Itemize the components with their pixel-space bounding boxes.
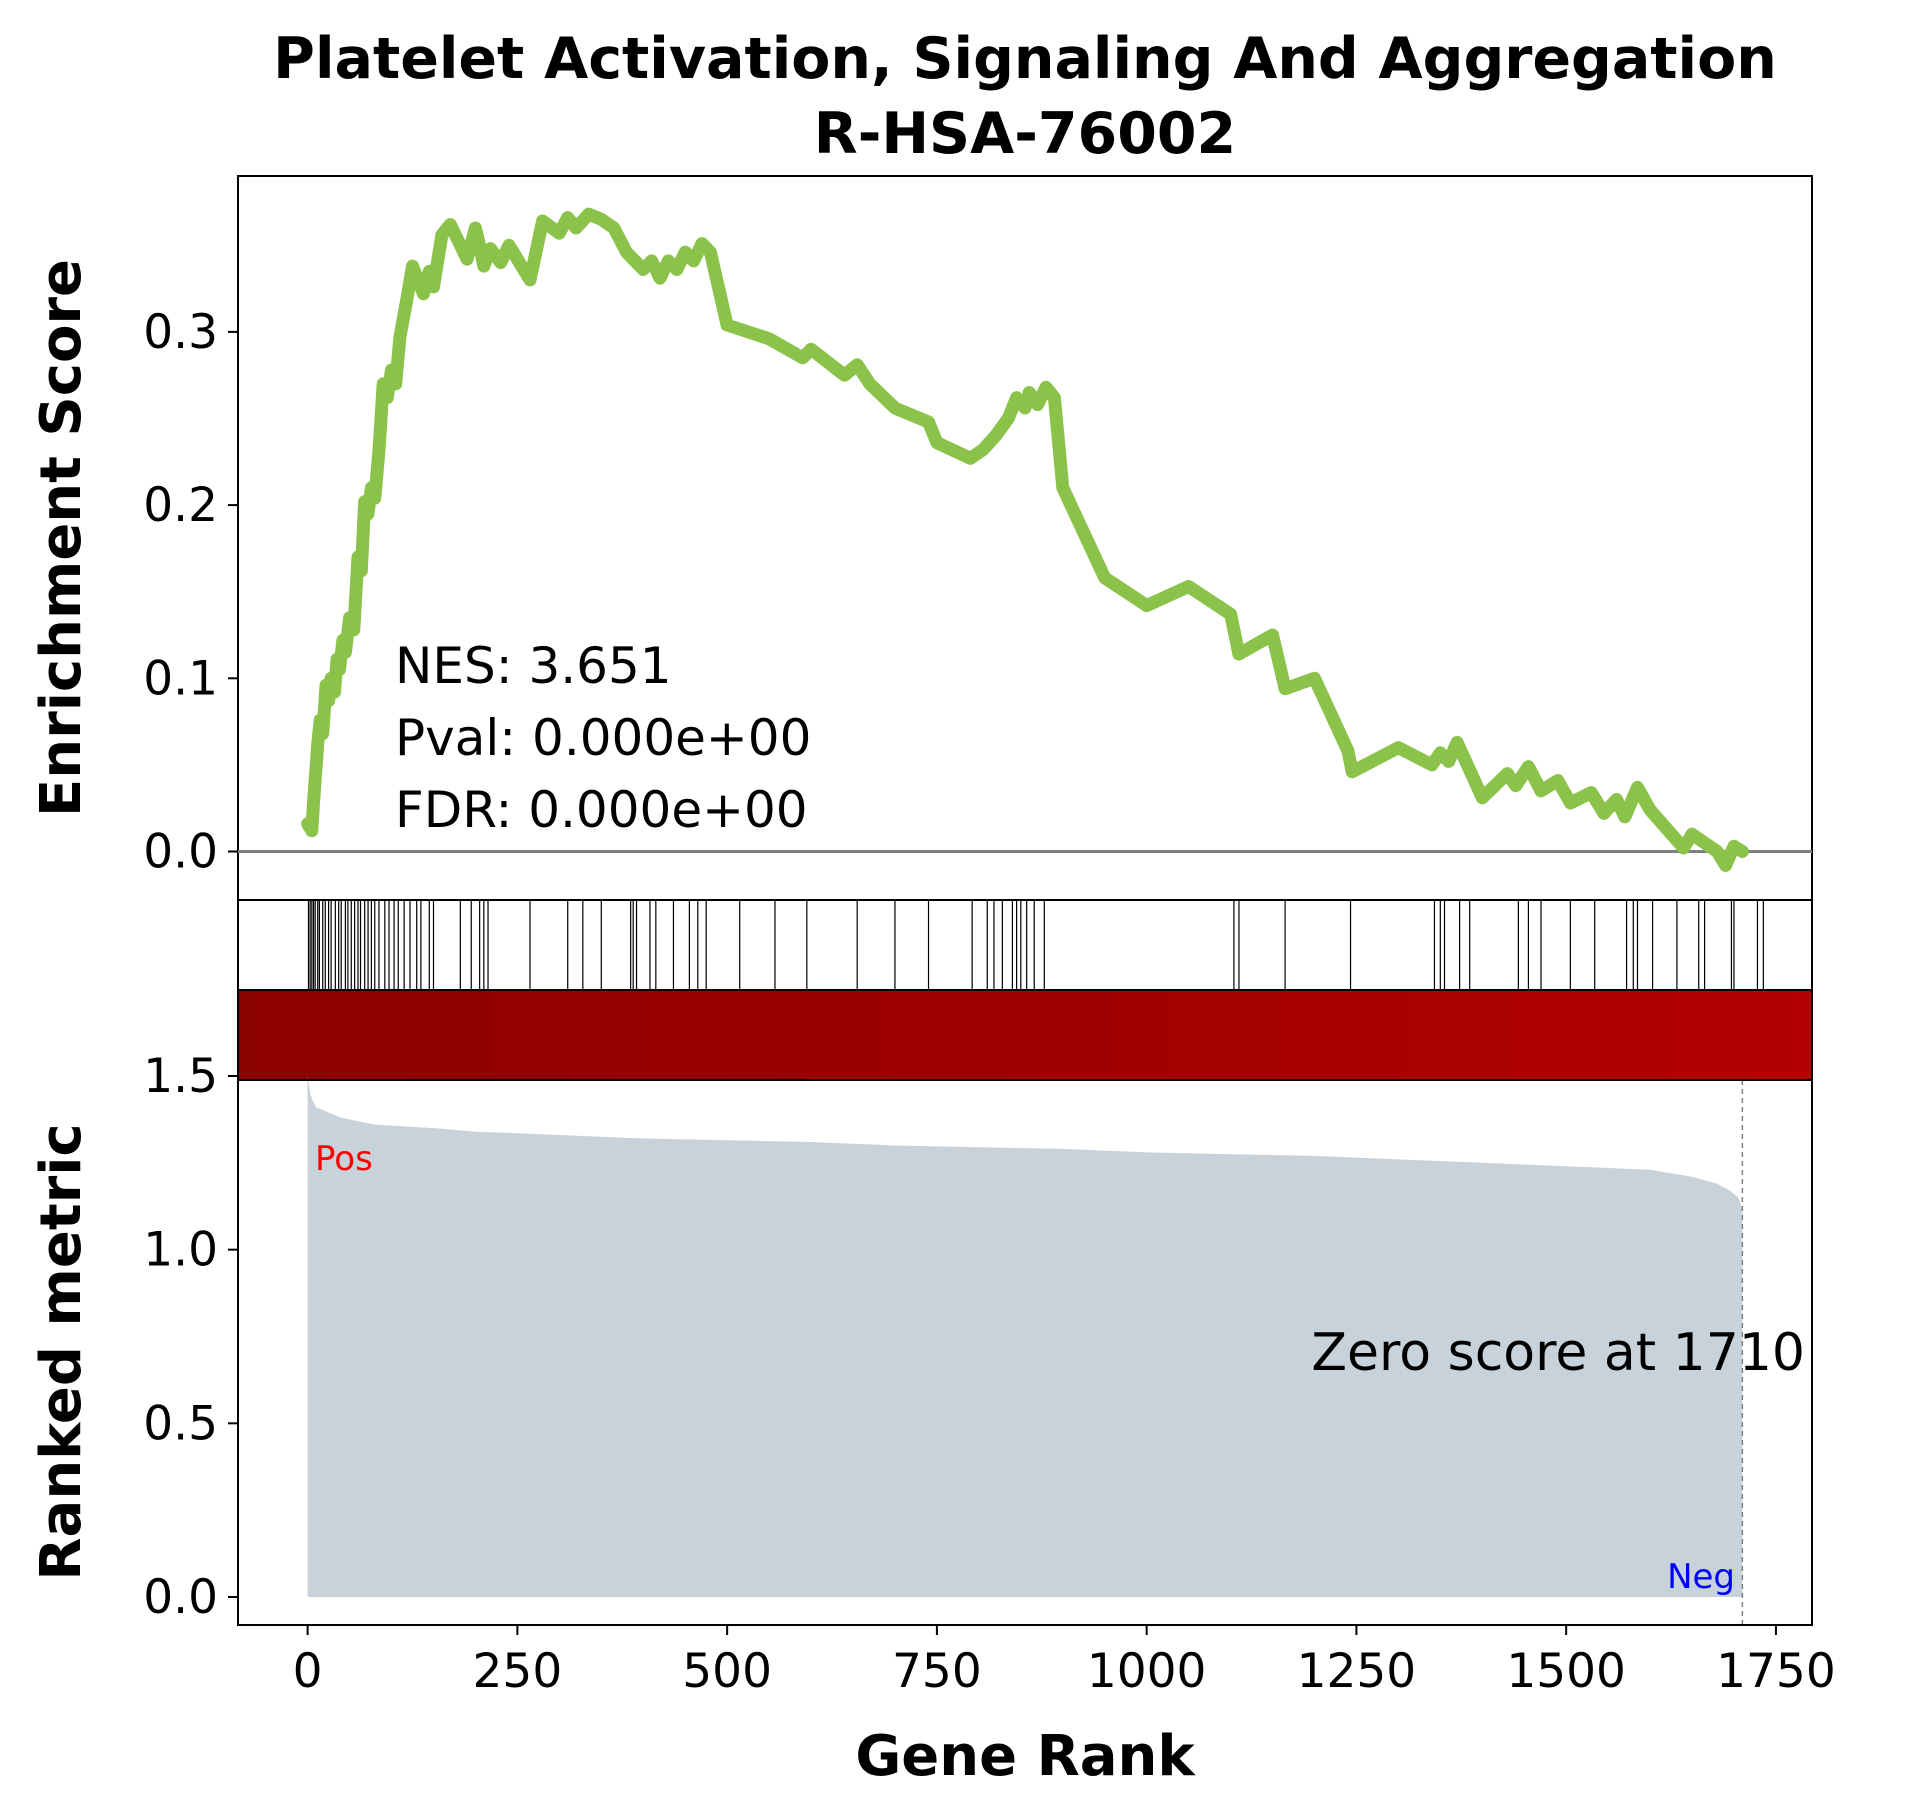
rank-heatmap <box>237 989 1813 1081</box>
ranked-panel: 0.00.51.01.5 Pos Neg Zero score at 1710 … <box>29 1049 1813 1626</box>
ranked-y-axis-label: Ranked metric <box>29 1123 94 1580</box>
x-tick-label: 1750 <box>1716 1644 1836 1699</box>
hit-lines <box>307 900 1764 990</box>
ranked-y-tick-label: 1.0 <box>143 1223 218 1278</box>
ranked-metric-fill <box>307 1076 1743 1597</box>
x-tick-label: 1000 <box>1087 1644 1207 1699</box>
zero-score-label: Zero score at 1710 <box>1311 1323 1805 1383</box>
es-curve <box>301 207 1749 872</box>
chart-subtitle: R-HSA-76002 <box>814 101 1236 167</box>
ranked-y-ticks: 0.0 0.5 1.0 1.5 <box>143 1049 238 1625</box>
x-tick-label: 1250 <box>1297 1644 1417 1699</box>
es-y-tick-label: 0.3 <box>143 305 218 360</box>
fdr-stat: FDR: 0.000e+00 <box>395 781 808 839</box>
x-axis-label: Gene Rank <box>855 1724 1196 1789</box>
ranked-plot-frame <box>237 1079 1813 1626</box>
ranked-y-tick-label: 1.5 <box>143 1049 218 1104</box>
chart-title: Platelet Activation, Signaling And Aggre… <box>273 26 1777 92</box>
x-tick-label: 750 <box>892 1644 982 1699</box>
es-y-tick-label: 0.1 <box>143 651 218 706</box>
es-y-ticks: 0.0 0.1 0.2 0.3 <box>143 305 238 880</box>
pos-label: Pos <box>315 1139 373 1179</box>
pval-stat: Pval: 0.000e+00 <box>395 709 811 767</box>
x-tick-label: 1500 <box>1506 1644 1626 1699</box>
x-tick-label: 250 <box>473 1644 563 1699</box>
es-panel: 0.00.10.20.3 NES: 3.651 Pval: 0.000e+00 … <box>29 175 1813 901</box>
es-y-tick-label: 0.2 <box>143 478 218 533</box>
neg-label: Neg <box>1667 1557 1735 1597</box>
ranked-y-tick-label: 0.0 <box>143 1570 218 1625</box>
es-y-axis-label: Enrichment Score <box>29 259 94 817</box>
x-axis-ticks: 0 250 500 750 1000 1250 1500 1750 <box>293 1625 1836 1699</box>
nes-stat: NES: 3.651 <box>395 637 672 695</box>
x-tick-label: 0 <box>293 1644 323 1699</box>
es-y-tick-label: 0.0 <box>143 825 218 880</box>
ranked-y-tick-label: 0.5 <box>143 1396 218 1451</box>
x-tick-label: 500 <box>682 1644 772 1699</box>
hits-panel <box>237 899 1813 991</box>
hits-frame <box>237 899 1813 991</box>
